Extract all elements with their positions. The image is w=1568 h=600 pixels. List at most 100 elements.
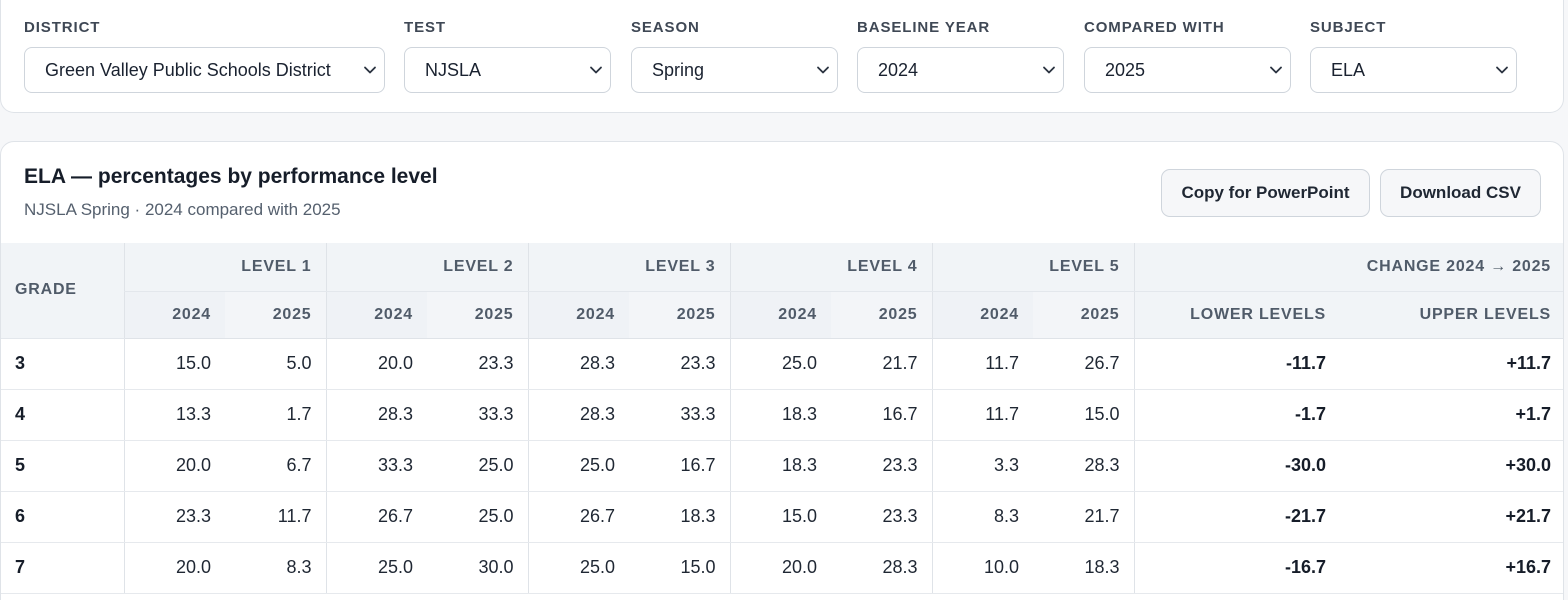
subject-select[interactable]: ELA bbox=[1310, 47, 1517, 93]
level-5-year-a-cell: 3.3 bbox=[931, 440, 1033, 492]
chevron-down-icon bbox=[1270, 66, 1282, 74]
level-2-year-a-cell: 28.3 bbox=[325, 389, 427, 441]
table-row: 3 15.0 5.0 20.0 23.3 28.3 23.3 25.0 21.7 11.7 26.7… bbox=[1, 338, 1563, 390]
baseline-year-select[interactable]: 2024 bbox=[857, 47, 1064, 93]
level-4-year-b-cell: 16.7 bbox=[831, 389, 932, 441]
table-row: 5 20.0 6.7 33.3 25.0 25.0 16.7 18.3 23.3 3.3 28.3-… bbox=[1, 440, 1563, 492]
level-1-year-a-header: 2024 bbox=[123, 291, 225, 339]
subject-label: SUBJECT bbox=[1310, 19, 1387, 36]
download-csv-button[interactable]: Download CSV bbox=[1380, 169, 1541, 217]
level-2-year-b-cell: 25.0 bbox=[427, 440, 528, 492]
level-4-year-b-cell: 23.3 bbox=[831, 440, 932, 492]
compared-with-select-value: 2025 bbox=[1105, 60, 1146, 80]
filter-bar: DISTRICT Green Valley Public Schools Dis… bbox=[0, 0, 1564, 113]
upper-levels-change-cell: +1.7 bbox=[1352, 389, 1563, 441]
level-3-year-a-cell: 25.0 bbox=[527, 440, 629, 492]
level-3-year-a-cell: 25.0 bbox=[527, 542, 629, 594]
level-2-year-b-cell: 33.3 bbox=[427, 389, 528, 441]
level-2-year-a-cell: 25.0 bbox=[325, 542, 427, 594]
grade-cell: 3 bbox=[1, 338, 124, 390]
level-1-header: LEVEL 1 bbox=[123, 243, 326, 292]
chevron-down-icon bbox=[1496, 66, 1508, 74]
level-3-year-b-cell: 15.0 bbox=[629, 542, 730, 594]
level-4-year-b-cell: 28.3 bbox=[831, 542, 932, 594]
level-3-year-a-header: 2024 bbox=[527, 291, 629, 339]
level-4-year-a-cell: 18.3 bbox=[729, 389, 831, 441]
level-3-year-b-header: 2025 bbox=[629, 291, 730, 339]
level-5-year-a-cell: 11.7 bbox=[931, 389, 1033, 441]
level-1-year-a-cell: 20.0 bbox=[123, 440, 225, 492]
district-select-value: Green Valley Public Schools District bbox=[45, 60, 331, 80]
season-select[interactable]: Spring bbox=[631, 47, 838, 93]
chevron-down-icon bbox=[364, 66, 376, 74]
subject-select-value: ELA bbox=[1331, 60, 1366, 80]
lower-levels-header: LOWER LEVELS bbox=[1133, 291, 1352, 339]
test-select[interactable]: NJSLA bbox=[404, 47, 611, 93]
level-2-header: LEVEL 2 bbox=[325, 243, 528, 292]
level-3-year-a-cell: 28.3 bbox=[527, 338, 629, 390]
level-4-year-b-cell: 21.7 bbox=[831, 338, 932, 390]
grade-cell: 6 bbox=[1, 491, 124, 543]
level-2-year-a-cell: 26.7 bbox=[325, 491, 427, 543]
grade-cell: 4 bbox=[1, 389, 124, 441]
compared-with-label: COMPARED WITH bbox=[1084, 19, 1225, 36]
season-select-value: Spring bbox=[652, 60, 705, 80]
level-4-year-b-cell: 23.3 bbox=[831, 491, 932, 543]
level-5-year-a-cell: 8.3 bbox=[931, 491, 1033, 543]
grade-header: GRADE bbox=[1, 243, 124, 339]
level-5-year-b-cell: 26.7 bbox=[1033, 338, 1134, 390]
upper-levels-change-cell: +21.7 bbox=[1352, 491, 1563, 543]
level-1-year-b-cell: 5.0 bbox=[225, 338, 326, 390]
test-select-value: NJSLA bbox=[425, 60, 482, 80]
lower-levels-change-cell: -21.7 bbox=[1133, 491, 1352, 543]
level-5-header: LEVEL 5 bbox=[931, 243, 1134, 292]
upper-levels-change-cell: +30.0 bbox=[1352, 440, 1563, 492]
performance-table: GRADE LEVEL 1 LEVEL 2 LEVEL 3 LEVEL 4 LE… bbox=[1, 243, 1563, 594]
district-select[interactable]: Green Valley Public Schools District bbox=[24, 47, 385, 93]
level-5-year-a-header: 2024 bbox=[931, 291, 1033, 339]
compared-with-select[interactable]: 2025 bbox=[1084, 47, 1291, 93]
level-1-year-b-header: 2025 bbox=[225, 291, 326, 339]
level-5-year-a-cell: 10.0 bbox=[931, 542, 1033, 594]
level-4-year-a-cell: 20.0 bbox=[729, 542, 831, 594]
level-4-year-a-header: 2024 bbox=[729, 291, 831, 339]
copy-for-powerpoint-button[interactable]: Copy for PowerPoint bbox=[1161, 169, 1370, 217]
level-2-year-b-cell: 30.0 bbox=[427, 542, 528, 594]
level-2-year-b-cell: 25.0 bbox=[427, 491, 528, 543]
level-2-year-a-header: 2024 bbox=[325, 291, 427, 339]
level-5-year-b-cell: 18.3 bbox=[1033, 542, 1134, 594]
level-5-year-b-header: 2025 bbox=[1033, 291, 1134, 339]
level-5-year-b-cell: 28.3 bbox=[1033, 440, 1134, 492]
level-1-year-b-cell: 6.7 bbox=[225, 440, 326, 492]
level-2-year-a-cell: 33.3 bbox=[325, 440, 427, 492]
level-5-year-b-cell: 21.7 bbox=[1033, 491, 1134, 543]
level-5-year-a-cell: 11.7 bbox=[931, 338, 1033, 390]
level-1-year-a-cell: 15.0 bbox=[123, 338, 225, 390]
season-label: SEASON bbox=[631, 19, 700, 36]
level-3-year-b-cell: 16.7 bbox=[629, 440, 730, 492]
level-1-year-b-cell: 11.7 bbox=[225, 491, 326, 543]
baseline-year-select-value: 2024 bbox=[878, 60, 919, 80]
lower-levels-change-cell: -11.7 bbox=[1133, 338, 1352, 390]
level-4-year-a-cell: 15.0 bbox=[729, 491, 831, 543]
lower-levels-change-cell: -1.7 bbox=[1133, 389, 1352, 441]
district-label: DISTRICT bbox=[24, 19, 101, 36]
level-2-year-b-header: 2025 bbox=[427, 291, 528, 339]
level-1-year-a-cell: 20.0 bbox=[123, 542, 225, 594]
level-3-year-b-cell: 33.3 bbox=[629, 389, 730, 441]
lower-levels-change-cell: -16.7 bbox=[1133, 542, 1352, 594]
level-2-year-a-cell: 20.0 bbox=[325, 338, 427, 390]
table-row: 6 23.3 11.7 26.7 25.0 26.7 18.3 15.0 23.3 8.3 21.7… bbox=[1, 491, 1563, 543]
level-3-year-a-cell: 28.3 bbox=[527, 389, 629, 441]
chevron-down-icon bbox=[1043, 66, 1055, 74]
level-5-year-b-cell: 15.0 bbox=[1033, 389, 1134, 441]
change-header: CHANGE 2024 → 2025 bbox=[1133, 243, 1563, 292]
level-3-year-a-cell: 26.7 bbox=[527, 491, 629, 543]
baseline-year-label: BASELINE YEAR bbox=[857, 19, 991, 36]
results-card: ELA — percentages by performance level N… bbox=[0, 141, 1564, 600]
table-row: 7 20.0 8.3 25.0 30.0 25.0 15.0 20.0 28.3 10.0 18.3… bbox=[1, 542, 1563, 594]
card-subtitle: NJSLA Spring · 2024 compared with 2025 bbox=[24, 200, 341, 219]
level-4-header: LEVEL 4 bbox=[729, 243, 932, 292]
level-2-year-b-cell: 23.3 bbox=[427, 338, 528, 390]
lower-levels-change-cell: -30.0 bbox=[1133, 440, 1352, 492]
